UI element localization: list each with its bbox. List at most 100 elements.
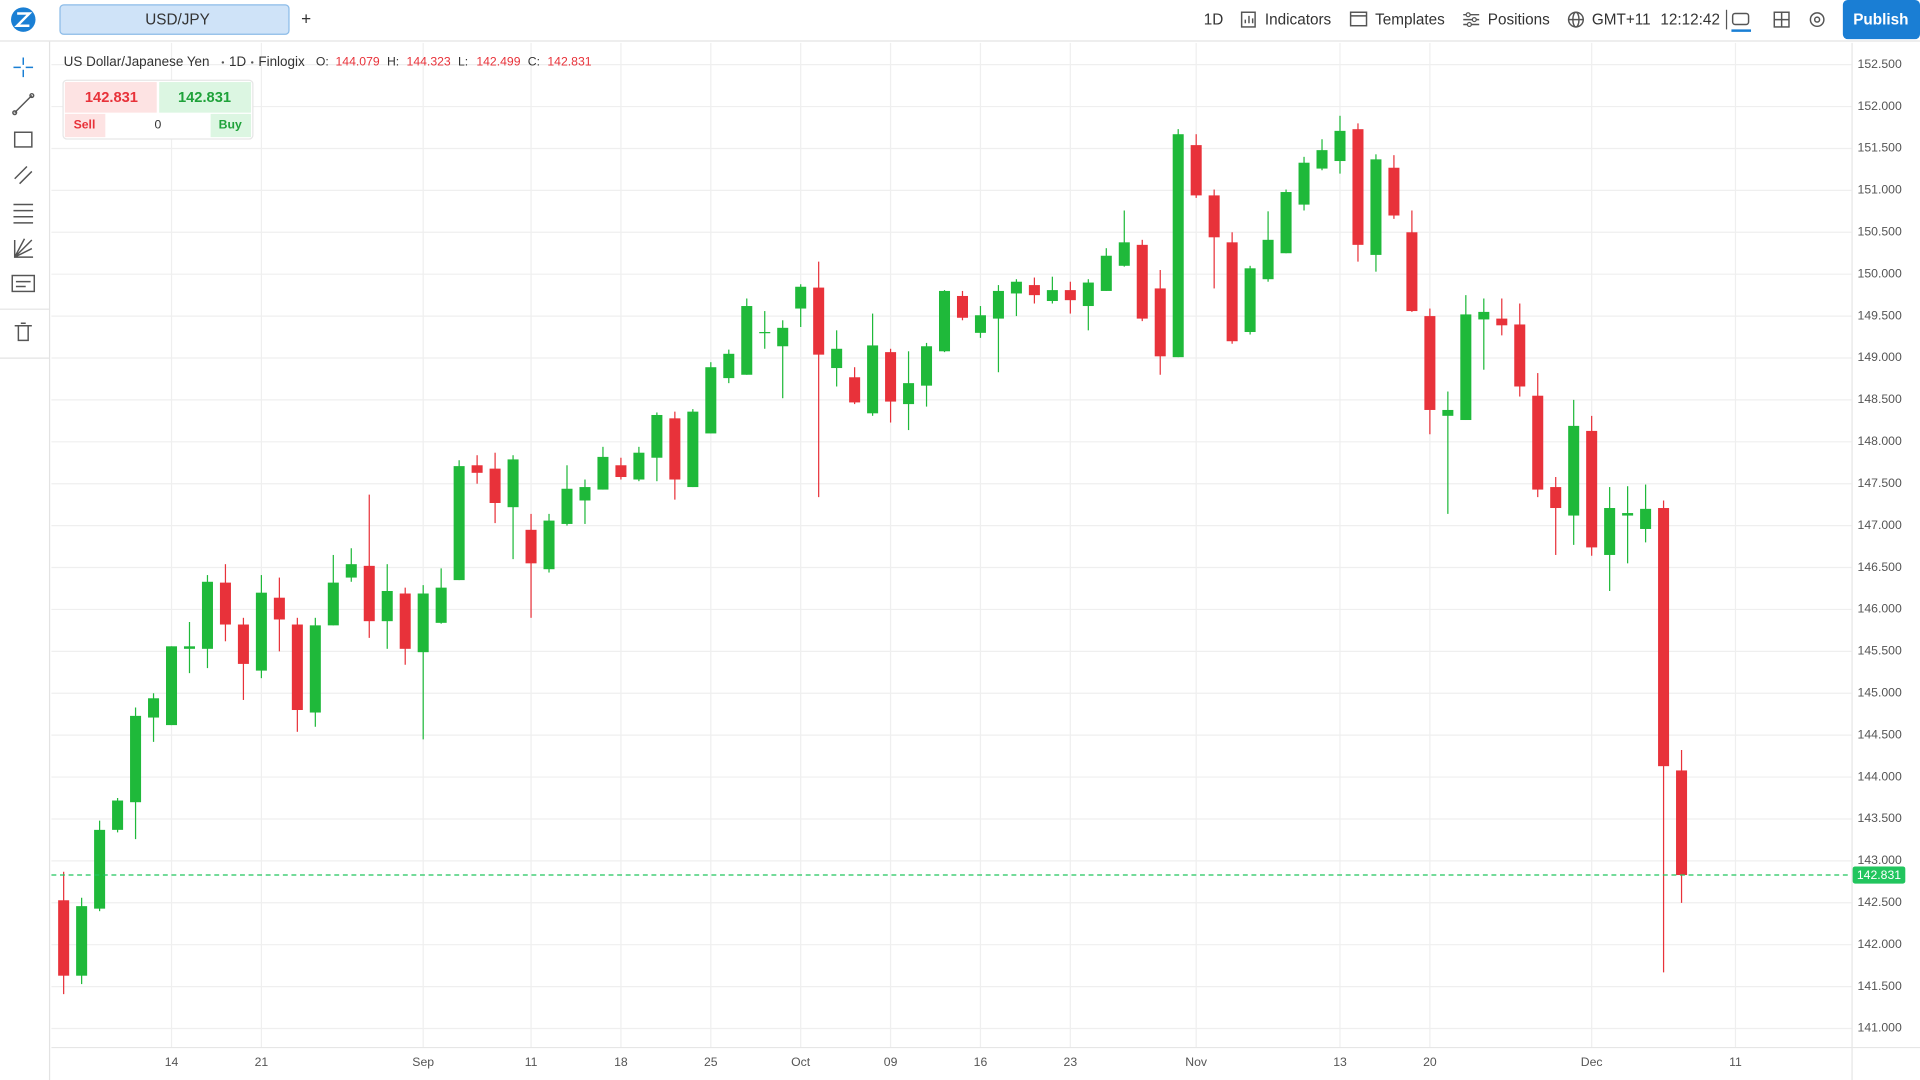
candle-body xyxy=(327,582,339,626)
candle-body xyxy=(885,352,897,402)
text-tool[interactable] xyxy=(11,274,36,293)
high-value: 144.323 xyxy=(407,55,451,69)
timezone[interactable]: GMT+11 xyxy=(1592,11,1651,28)
low-value: 142.499 xyxy=(476,55,520,69)
low-label: L: xyxy=(458,55,468,69)
gann-tool[interactable] xyxy=(13,238,34,258)
candle-body xyxy=(507,459,519,508)
candle-body xyxy=(1640,508,1652,529)
candle-body xyxy=(1568,425,1580,516)
fib-tool[interactable] xyxy=(13,203,34,224)
symbol-text[interactable]: USD/JPY xyxy=(145,11,210,28)
quantity[interactable]: 0 xyxy=(155,118,162,132)
separator-dot xyxy=(221,61,225,64)
sell-price[interactable]: 142.831 xyxy=(85,90,138,106)
x-tick-label: 16 xyxy=(974,1055,988,1069)
indicators-icon[interactable] xyxy=(1240,11,1256,28)
candle-body xyxy=(795,286,807,309)
y-tick-label: 146.500 xyxy=(1858,560,1902,574)
trading-icon[interactable] xyxy=(1731,12,1752,32)
positions-button[interactable]: Positions xyxy=(1488,11,1550,28)
y-tick-label: 152.000 xyxy=(1858,99,1902,113)
candle-body xyxy=(867,345,879,414)
y-tick-label: 144.500 xyxy=(1858,727,1902,741)
crosshair-tool[interactable] xyxy=(13,57,34,78)
candle-body xyxy=(903,383,915,405)
candle-body xyxy=(777,327,789,347)
line-tool[interactable] xyxy=(12,92,35,116)
candle-body xyxy=(1442,409,1454,416)
x-tick-label: 18 xyxy=(614,1055,628,1069)
candle-body xyxy=(561,488,573,524)
clock: 12:12:42 xyxy=(1660,11,1720,28)
candle-body xyxy=(831,348,843,369)
plot-area: 141.000 141.500 142.000 142.500 143.000 143.5… xyxy=(51,42,1920,1080)
interval-button[interactable]: 1D xyxy=(1204,11,1224,28)
publish-button[interactable] xyxy=(1842,0,1920,40)
sell-button[interactable] xyxy=(64,113,106,138)
settings-icon[interactable] xyxy=(1809,12,1825,28)
rectangle-tool[interactable] xyxy=(13,131,33,148)
candle-body xyxy=(1136,244,1148,319)
x-tick-label: 11 xyxy=(1729,1055,1742,1069)
candle-body xyxy=(489,468,501,503)
candle-body xyxy=(471,465,483,473)
candle-body xyxy=(1424,316,1436,410)
delete-tool[interactable] xyxy=(14,322,32,342)
candle-body xyxy=(1154,288,1166,357)
globe-icon[interactable] xyxy=(1567,11,1585,28)
indicators-button[interactable]: Indicators xyxy=(1265,11,1332,28)
candle-body xyxy=(1172,134,1184,358)
add-tab[interactable]: + xyxy=(301,9,311,29)
open-value: 144.079 xyxy=(336,55,380,69)
buy-button[interactable] xyxy=(210,113,252,138)
sell-box[interactable] xyxy=(64,82,157,113)
x-tick-label: Nov xyxy=(1185,1055,1208,1069)
y-tick-label: 142.500 xyxy=(1858,895,1902,909)
candle-body xyxy=(1298,162,1310,205)
y-tick-label: 149.500 xyxy=(1858,308,1902,322)
candle-body xyxy=(363,565,375,622)
candle-body xyxy=(94,829,106,909)
candle-body xyxy=(1496,318,1508,326)
candle-body xyxy=(417,593,429,653)
sell-text[interactable]: Sell xyxy=(74,118,96,132)
candle-body xyxy=(76,906,88,976)
templates-button[interactable]: Templates xyxy=(1375,11,1445,28)
y-tick-label: 141.000 xyxy=(1858,1021,1902,1035)
y-tick-label: 152.500 xyxy=(1858,57,1902,71)
channel-tool[interactable] xyxy=(14,166,33,185)
y-tick-label: 143.500 xyxy=(1858,811,1902,825)
y-tick-label: 148.000 xyxy=(1858,434,1902,448)
candle-body xyxy=(1118,242,1130,266)
buy-box[interactable] xyxy=(159,82,252,113)
positions-icon[interactable] xyxy=(1463,12,1480,28)
candle-body xyxy=(1190,145,1202,196)
y-tick-label: 151.000 xyxy=(1858,183,1902,197)
logo[interactable] xyxy=(11,7,36,32)
candle-body xyxy=(1334,130,1346,162)
candle-body xyxy=(615,465,627,478)
x-tick-label: Sep xyxy=(412,1055,434,1069)
candle-body xyxy=(1622,513,1634,516)
y-tick-label: 149.000 xyxy=(1858,350,1902,364)
candle-body xyxy=(938,290,951,352)
legend-interval: 1D xyxy=(229,54,246,69)
candle-body xyxy=(435,587,447,623)
templates-icon[interactable] xyxy=(1349,11,1368,27)
symbol-tab[interactable] xyxy=(59,4,290,35)
x-tick-label: Oct xyxy=(791,1055,811,1069)
publish-text[interactable]: Publish xyxy=(1853,11,1908,28)
close-label: C: xyxy=(528,55,540,69)
x-tick-label: Dec xyxy=(1581,1055,1603,1069)
candle-body xyxy=(1064,290,1076,301)
candle-body xyxy=(399,593,411,649)
buy-text[interactable]: Buy xyxy=(219,118,242,132)
candle-body xyxy=(1514,324,1526,387)
y-tick-label: 147.000 xyxy=(1858,518,1902,532)
buy-price[interactable]: 142.831 xyxy=(178,90,231,106)
candle-body xyxy=(1532,395,1544,490)
layout-icon[interactable] xyxy=(1773,11,1790,28)
y-tick-label: 150.500 xyxy=(1858,225,1902,239)
